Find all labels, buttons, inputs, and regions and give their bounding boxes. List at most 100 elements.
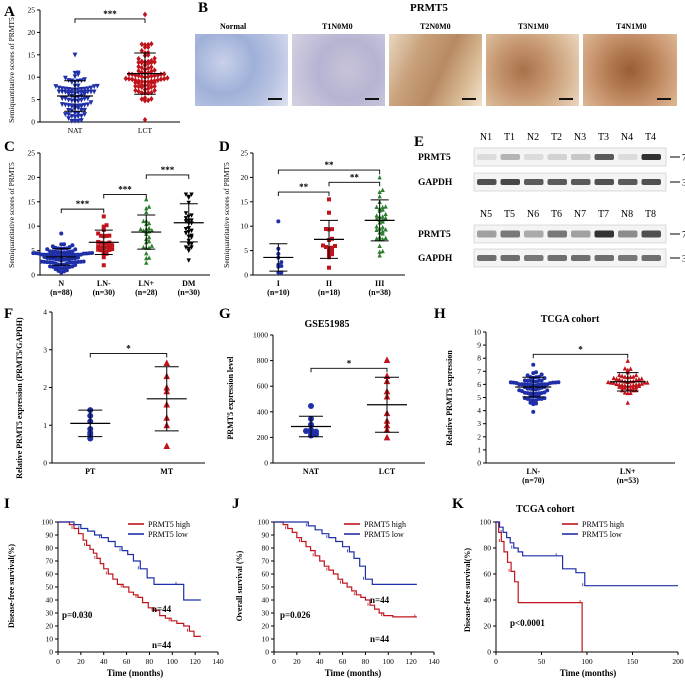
data-point — [82, 86, 88, 92]
legend-label: PRMT5 high — [148, 520, 190, 529]
data-point — [556, 380, 561, 385]
stage-label: T1N0M0 — [322, 22, 353, 31]
y-tick-label: 25 — [241, 149, 249, 158]
significance-label: ** — [350, 172, 360, 182]
data-point — [78, 97, 84, 103]
data-point — [183, 227, 189, 232]
data-point — [98, 248, 103, 253]
blot-band — [571, 255, 591, 261]
data-point — [183, 211, 189, 216]
data-point — [639, 376, 644, 381]
lane-label: N7 — [574, 209, 586, 220]
legend-label: PRMT5 low — [582, 530, 622, 539]
y-tick-label: 400 — [257, 407, 269, 416]
data-point — [66, 97, 72, 103]
y-tick-label: 0 — [264, 459, 268, 468]
size-label: 70KD — [682, 231, 685, 241]
blot-band — [641, 154, 661, 160]
data-point — [279, 260, 284, 265]
row-label: GAPDH — [418, 254, 453, 264]
data-point — [50, 244, 55, 249]
data-point — [78, 90, 84, 95]
data-point — [82, 77, 88, 83]
data-point — [539, 372, 544, 377]
data-point — [72, 70, 78, 76]
data-point — [330, 249, 334, 254]
survival-curve — [496, 521, 678, 587]
data-point — [383, 356, 391, 363]
data-point — [380, 214, 385, 219]
data-point — [139, 47, 144, 54]
data-point — [142, 11, 148, 18]
data-point — [139, 78, 144, 85]
data-point — [72, 74, 78, 80]
data-point — [139, 58, 144, 65]
y-tick-label: 40 — [46, 596, 54, 605]
y-tick-label: 10 — [28, 73, 36, 82]
x-tick-label: 80 — [362, 657, 370, 666]
data-point — [69, 90, 75, 96]
data-point — [104, 241, 109, 246]
km-plot-i: 0 10 20 30 40 50 60 70 80 90 100 0 20 40 60 80 100 120 140… — [42, 518, 224, 667]
y-tick-label: 0 — [31, 118, 35, 127]
data-point — [186, 194, 191, 200]
data-point — [605, 379, 611, 385]
data-point — [31, 251, 36, 256]
data-point — [50, 249, 55, 254]
p-value: p=0.030 — [62, 610, 93, 620]
data-point — [645, 380, 650, 385]
data-point — [139, 82, 144, 88]
y-tick-label: 30 — [46, 609, 54, 618]
x-tick-label: 0 — [272, 657, 276, 666]
y-tick-label: 4 — [477, 406, 481, 415]
survival-curve — [274, 521, 417, 585]
significance-bracket — [89, 353, 168, 358]
y-tick-label: 25 — [28, 6, 36, 15]
data-point — [189, 192, 194, 197]
n-low-label: n=44 — [370, 595, 390, 605]
data-point — [383, 211, 388, 217]
data-point — [152, 83, 157, 90]
data-point — [76, 255, 81, 260]
data-point — [72, 118, 78, 124]
lane-label: T5 — [504, 209, 515, 220]
data-point — [303, 428, 309, 434]
significance-label: *** — [103, 9, 117, 19]
scatter-plot-a: 0 5 10 15 20 25 NAT LCT *** — [28, 6, 180, 135]
data-point — [183, 219, 189, 224]
panel-f: F Relative PRMT5 expression (PRMT5/GAPDH… — [4, 306, 205, 479]
blot-band — [571, 230, 591, 238]
data-point — [104, 245, 109, 250]
y-tick-label: 80 — [484, 544, 492, 553]
blot-band — [500, 255, 520, 261]
histology-image-t1 — [292, 34, 385, 106]
data-point — [149, 96, 154, 102]
data-point — [78, 107, 84, 113]
x-tick-label: 50 — [538, 657, 546, 666]
blot-band — [477, 179, 497, 185]
data-point — [91, 84, 97, 90]
panel-title: PRMT5 — [410, 2, 448, 14]
y-tick-label: 0 — [43, 459, 47, 468]
y-tick-label: 200 — [257, 433, 269, 442]
data-point — [628, 366, 633, 371]
data-point — [327, 265, 331, 270]
data-point — [545, 388, 550, 393]
data-point — [75, 98, 81, 104]
data-point — [88, 100, 94, 106]
x-axis-label: Time (months) — [325, 668, 382, 678]
data-point — [139, 41, 144, 48]
x-tick-label: 40 — [100, 657, 108, 666]
x-tick-label: III — [375, 279, 384, 288]
panel-letter: E — [414, 134, 424, 150]
blot-strip — [473, 147, 667, 167]
data-point — [62, 112, 68, 117]
data-point — [75, 83, 81, 89]
blot-band — [477, 230, 497, 238]
panel-e: E N1 T1 N2 T2 N3 T3 N4 T4 PRMT5 70KD GAPDH 35KD N5 T5… — [414, 132, 685, 268]
data-point — [48, 264, 53, 269]
data-point — [82, 96, 88, 102]
blot-band — [594, 179, 614, 185]
n-low-label: n=44 — [152, 604, 172, 614]
blot-strip — [473, 172, 667, 192]
